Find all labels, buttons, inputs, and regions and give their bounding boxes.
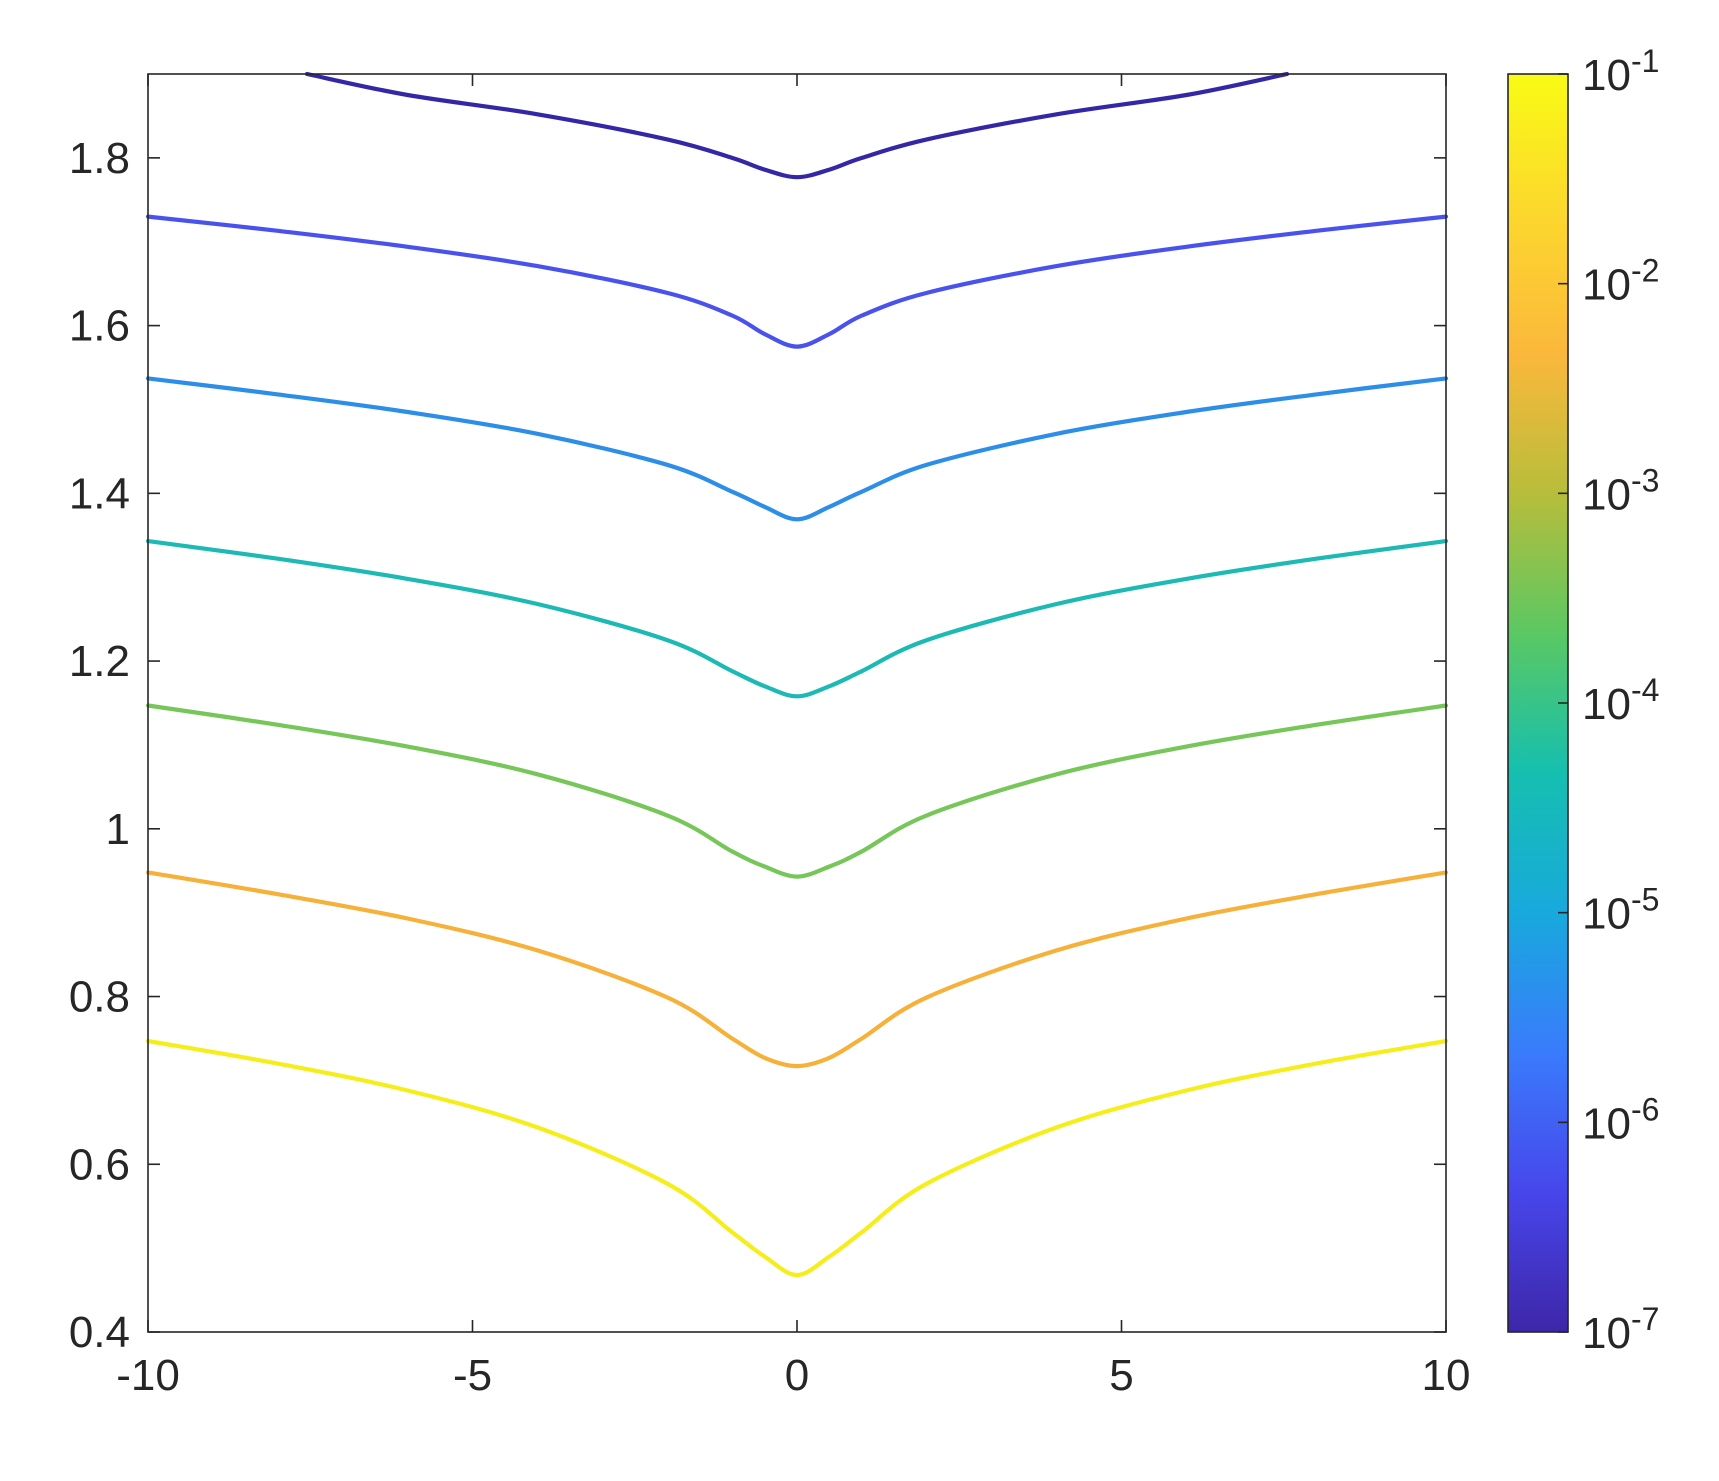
colorbar-tick-label: 10-7 xyxy=(1582,1301,1659,1358)
x-tick-label: -5 xyxy=(453,1351,492,1400)
series-line-7 xyxy=(145,1038,1449,1278)
x-tick-label: 5 xyxy=(1109,1351,1133,1400)
colorbar-tick-label: 10-5 xyxy=(1582,882,1659,939)
colorbar-tick-label: 10-2 xyxy=(1582,253,1659,310)
y-tick-label: 0.8 xyxy=(69,973,130,1022)
series-line-3 xyxy=(145,376,1449,522)
series-line-5 xyxy=(145,703,1449,879)
series-line-6 xyxy=(145,870,1449,1069)
colorbar-axis: 10-7 10-6 10-5 10-4 10-3 10-2 10-1 xyxy=(1558,43,1659,1358)
series-line-4 xyxy=(145,539,1449,699)
y-tick-label: 1 xyxy=(106,805,130,854)
x-axis: -10 -5 0 5 10 xyxy=(116,74,1470,1400)
plot-area-frame xyxy=(147,73,1447,1333)
series-line-1 xyxy=(304,71,1290,180)
y-tick-label: 1.6 xyxy=(69,302,130,351)
y-tick-label: 0.4 xyxy=(69,1308,130,1357)
series-line-2 xyxy=(145,214,1449,349)
colorbar-tick-label: 10-6 xyxy=(1582,1091,1659,1148)
x-tick-label: -10 xyxy=(116,1351,180,1400)
colorbar-tick-label: 10-4 xyxy=(1582,672,1659,729)
y-tick-label: 1.4 xyxy=(69,469,130,518)
y-axis: 0.4 0.6 0.8 1 1.2 1.4 1.6 1.8 xyxy=(69,134,1446,1357)
x-tick-label: 10 xyxy=(1422,1351,1471,1400)
colorbar-tick-label: 10-1 xyxy=(1582,43,1659,100)
colorbar-tick-label: 10-3 xyxy=(1582,462,1659,519)
y-tick-label: 1.8 xyxy=(69,134,130,183)
x-tick-label: 0 xyxy=(785,1351,809,1400)
series-layer xyxy=(145,71,1449,1278)
y-tick-label: 1.2 xyxy=(69,637,130,686)
y-tick-label: 0.6 xyxy=(69,1140,130,1189)
